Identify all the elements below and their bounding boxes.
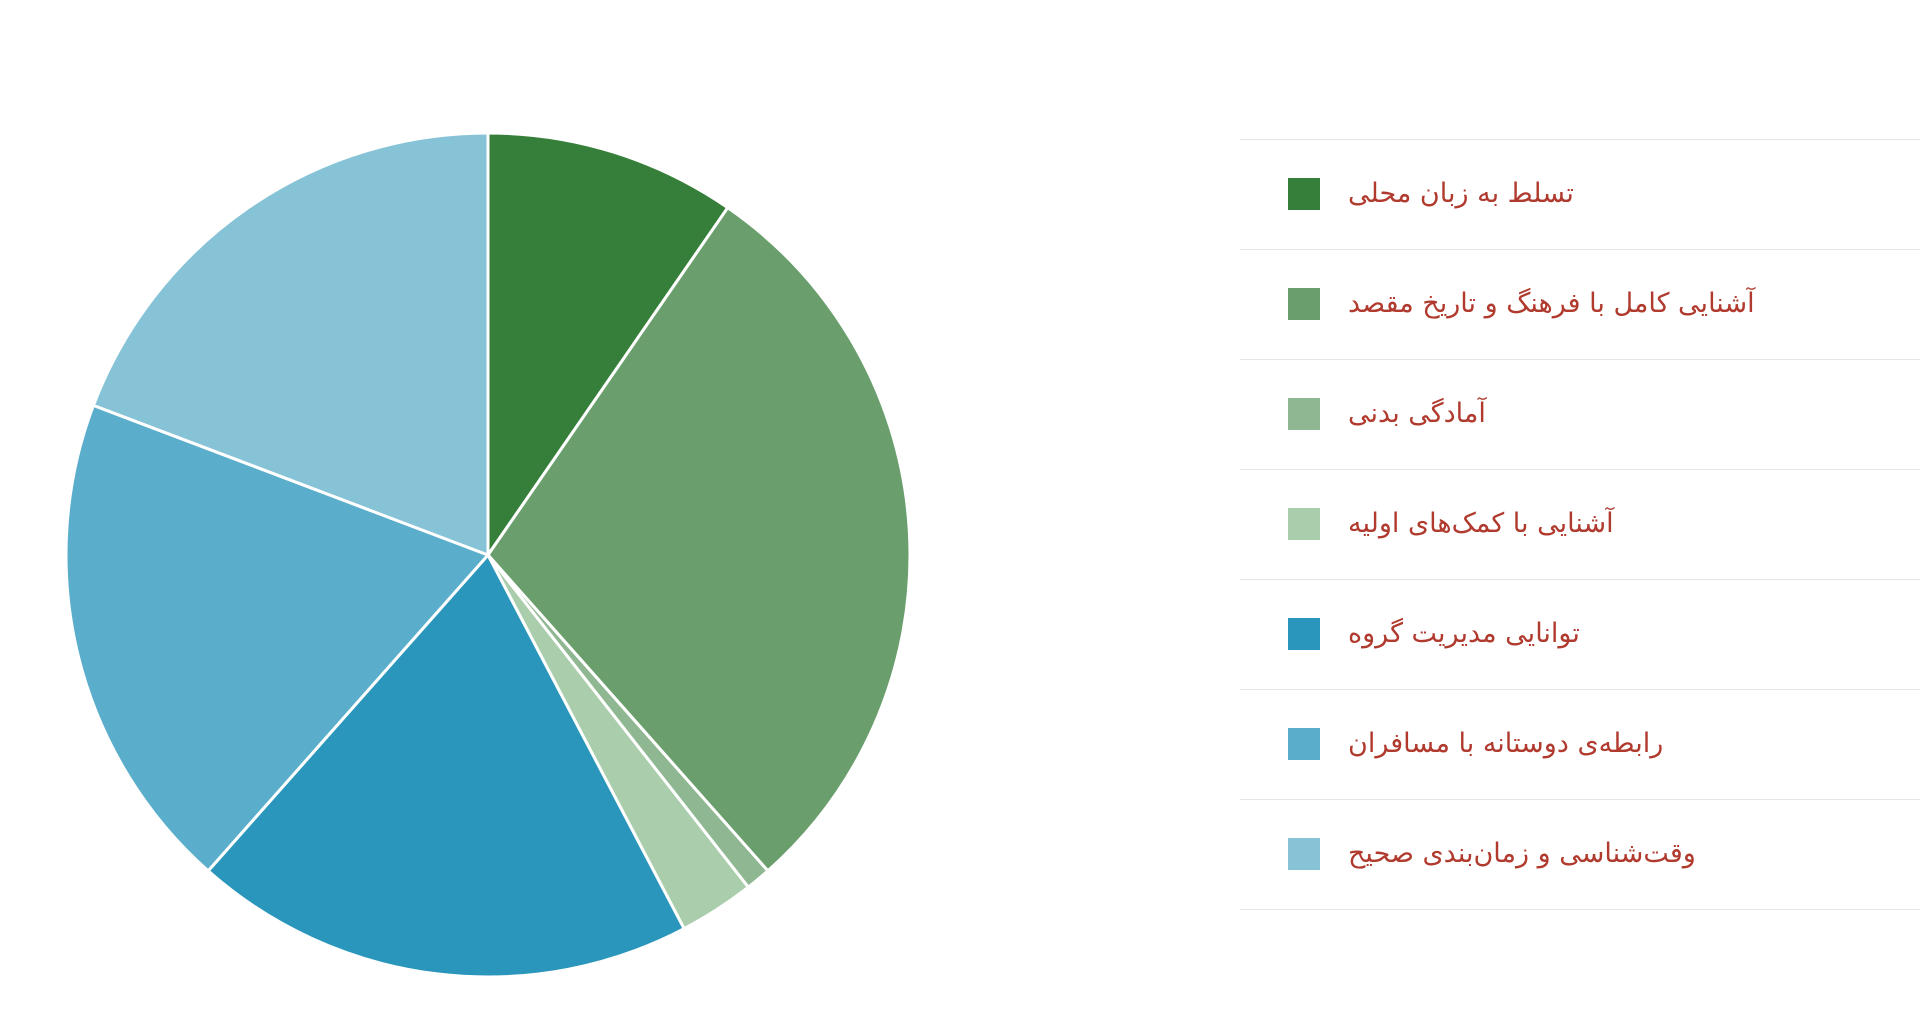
legend-swatch bbox=[1288, 288, 1320, 320]
legend-item-1[interactable]: آشنایی کامل با فرهنگ و تاریخ مقصد bbox=[1240, 250, 1920, 360]
pie-slice-6[interactable] bbox=[91, 131, 490, 557]
legend-label: آمادگی بدنی bbox=[1348, 398, 1486, 429]
pie-slice-1[interactable] bbox=[486, 206, 912, 873]
pie-slice-5[interactable] bbox=[64, 403, 490, 873]
legend-item-2[interactable]: آمادگی بدنی bbox=[1240, 360, 1920, 470]
legend-label: رابطه‌ی دوستانه با مسافران bbox=[1348, 728, 1664, 759]
legend-label: آشنایی با کمک‌های اولیه bbox=[1348, 508, 1614, 539]
chart-legend: تسلط به زبان محلی آشنایی کامل با فرهنگ و … bbox=[1240, 139, 1920, 910]
legend-item-6[interactable]: وقت‌شناسی و زمان‌بندی صحیح bbox=[1240, 800, 1920, 910]
legend-item-4[interactable]: توانایی مدیریت گروه bbox=[1240, 580, 1920, 690]
pie-slice-4[interactable] bbox=[206, 553, 686, 979]
legend-label: وقت‌شناسی و زمان‌بندی صحیح bbox=[1348, 838, 1696, 869]
legend-swatch bbox=[1288, 728, 1320, 760]
legend-label: توانایی مدیریت گروه bbox=[1348, 618, 1580, 649]
legend-swatch bbox=[1288, 508, 1320, 540]
legend-item-0[interactable]: تسلط به زبان محلی bbox=[1240, 140, 1920, 250]
legend-label: آشنایی کامل با فرهنگ و تاریخ مقصد bbox=[1348, 288, 1755, 319]
legend-swatch bbox=[1288, 398, 1320, 430]
legend-item-3[interactable]: آشنایی با کمک‌های اولیه bbox=[1240, 470, 1920, 580]
legend-item-5[interactable]: رابطه‌ی دوستانه با مسافران bbox=[1240, 690, 1920, 800]
pie-chart bbox=[64, 131, 912, 979]
legend-label: تسلط به زبان محلی bbox=[1348, 178, 1574, 209]
pie-slice-0[interactable] bbox=[486, 131, 730, 557]
legend-swatch bbox=[1288, 178, 1320, 210]
legend-swatch bbox=[1288, 838, 1320, 870]
legend-swatch bbox=[1288, 618, 1320, 650]
